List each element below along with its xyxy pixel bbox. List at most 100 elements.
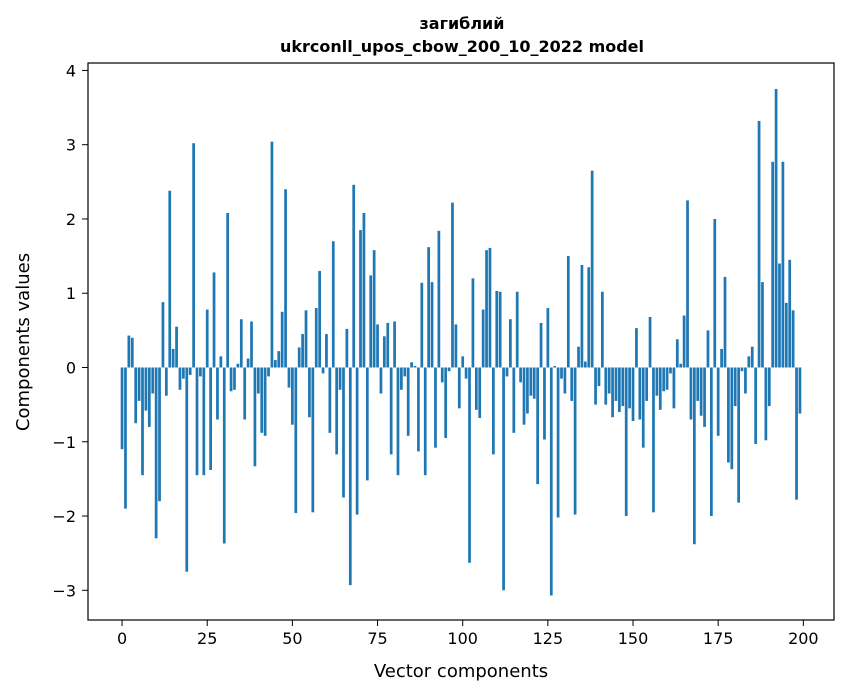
- bar-component-3: [130, 337, 134, 368]
- bar-component-180: [733, 367, 737, 407]
- bar-component-47: [280, 311, 284, 368]
- bar-component-173: [710, 367, 713, 517]
- bar-component-68: [352, 184, 356, 368]
- bar-component-44: [270, 141, 274, 368]
- bar-component-82: [400, 367, 403, 390]
- bar-component-191: [771, 161, 775, 368]
- bar-component-119: [526, 367, 529, 414]
- bar-component-178: [727, 367, 730, 463]
- bar-component-154: [645, 367, 649, 401]
- bar-component-78: [386, 322, 390, 368]
- bar-component-86: [413, 366, 417, 368]
- bar-component-42: [263, 367, 267, 436]
- bar-component-72: [365, 367, 369, 481]
- bar-component-105: [478, 367, 482, 418]
- bar-component-58: [318, 270, 321, 368]
- bar-component-41: [260, 367, 264, 433]
- bar-component-184: [747, 356, 751, 368]
- bar-component-91: [430, 282, 434, 368]
- bar-component-29: [219, 356, 223, 368]
- bar-component-183: [744, 367, 747, 394]
- bar-component-74: [372, 250, 376, 368]
- bar-component-53: [301, 334, 304, 368]
- chart-title-line2: ukrconll_upos_cbow_200_10_2022 model: [280, 37, 644, 56]
- bar-component-39: [253, 367, 257, 467]
- bar-component-38: [250, 321, 253, 368]
- bar-component-177: [723, 276, 727, 368]
- bar-component-71: [362, 213, 366, 368]
- bar-component-126: [549, 367, 553, 596]
- bar-component-75: [376, 324, 379, 368]
- bar-component-141: [601, 291, 604, 368]
- bar-component-117: [519, 367, 522, 383]
- bar-component-198: [795, 367, 798, 500]
- bar-component-144: [611, 367, 614, 418]
- bar-component-151: [635, 328, 638, 368]
- bar-component-94: [440, 367, 444, 383]
- bar-component-15: [171, 348, 175, 368]
- x-axis-label: Vector components: [374, 661, 548, 682]
- bar-component-179: [730, 367, 734, 470]
- bar-component-159: [662, 367, 666, 392]
- bar-component-122: [536, 367, 540, 485]
- bar-component-188: [761, 282, 764, 368]
- bar-component-7: [144, 367, 148, 411]
- bar-component-145: [614, 367, 618, 401]
- y-tick-label: 4: [66, 61, 76, 80]
- bar-component-66: [345, 328, 349, 368]
- bar-component-155: [648, 316, 652, 368]
- bars-group: [120, 88, 802, 596]
- bar-component-172: [706, 330, 710, 368]
- bar-component-90: [427, 247, 431, 368]
- bar-component-97: [451, 202, 454, 368]
- bar-component-37: [246, 358, 250, 368]
- bar-component-63: [335, 367, 339, 455]
- bar-component-22: [195, 367, 199, 476]
- bar-component-124: [543, 367, 546, 440]
- bar-component-136: [583, 361, 587, 368]
- bar-component-125: [546, 308, 550, 368]
- bar-component-84: [406, 367, 410, 436]
- x-tick-label: 125: [533, 629, 564, 648]
- bar-component-77: [382, 336, 386, 368]
- bar-component-96: [447, 367, 451, 372]
- bar-component-93: [437, 230, 441, 368]
- bar-component-114: [509, 319, 512, 368]
- plot-frame: [87, 62, 835, 621]
- bar-component-54: [304, 310, 308, 368]
- bar-component-79: [389, 367, 393, 455]
- bar-component-4: [134, 367, 138, 424]
- bar-component-150: [631, 367, 635, 421]
- bar-component-95: [444, 367, 448, 439]
- bar-component-120: [529, 367, 533, 396]
- bar-component-36: [243, 367, 247, 420]
- bar-component-92: [434, 367, 437, 448]
- bar-component-182: [740, 367, 744, 372]
- bar-component-1: [124, 367, 127, 509]
- bar-component-143: [607, 367, 611, 394]
- bar-component-8: [147, 367, 151, 427]
- bar-component-17: [178, 367, 182, 390]
- bar-component-148: [624, 367, 628, 517]
- y-axis-label: Components values: [13, 253, 34, 431]
- bar-component-194: [781, 161, 785, 368]
- bar-component-196: [788, 259, 792, 368]
- bar-component-166: [686, 200, 689, 368]
- bar-component-45: [273, 360, 277, 368]
- bar-component-147: [621, 367, 625, 407]
- bar-component-106: [481, 309, 485, 368]
- bar-component-107: [485, 250, 488, 368]
- x-tick-label: 175: [703, 629, 734, 648]
- y-axis-ticks: −3 −2 −1 0 1 2 3 4: [52, 61, 88, 600]
- bar-component-69: [355, 367, 359, 515]
- bar-component-175: [716, 367, 720, 436]
- bar-component-132: [570, 367, 574, 401]
- bar-component-6: [141, 367, 144, 476]
- y-tick-label: −2: [52, 507, 76, 526]
- bar-component-70: [359, 230, 362, 368]
- bar-component-34: [236, 363, 240, 368]
- x-tick-label: 150: [618, 629, 649, 648]
- bar-component-129: [560, 367, 563, 379]
- bar-component-13: [164, 367, 168, 396]
